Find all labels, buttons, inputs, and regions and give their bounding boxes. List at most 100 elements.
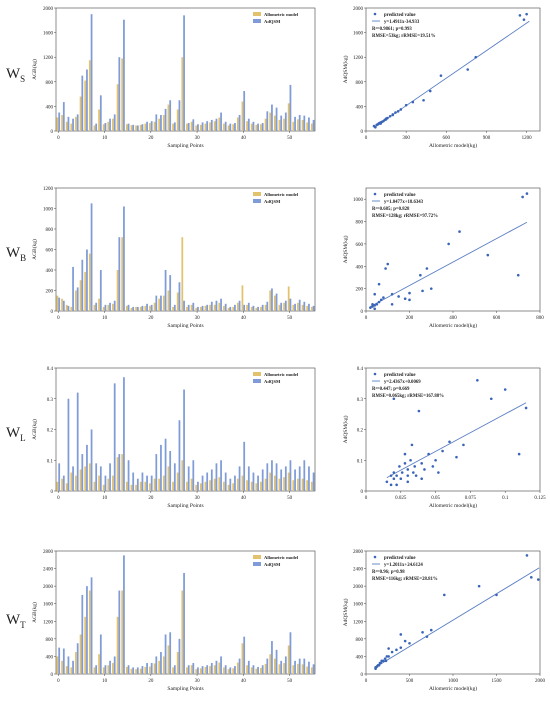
bar-allometric — [112, 475, 114, 491]
bar-allometric — [218, 302, 221, 311]
bar-allometric — [241, 101, 244, 131]
bar-allometric — [246, 665, 248, 674]
bar-allometric — [209, 304, 211, 311]
y-tick-label: 2000 — [353, 7, 364, 12]
bar-adqsm — [215, 660, 218, 674]
scatter-point — [489, 397, 493, 401]
scatter-point — [477, 584, 481, 588]
bar-allometric — [56, 481, 59, 491]
scatter-point — [503, 388, 507, 391]
stats-annotation: R²=0.685; p=0.828 — [372, 206, 410, 212]
bar-allometric — [223, 667, 225, 674]
y-tick-label: 2000 — [43, 7, 54, 12]
scatter-point — [422, 98, 425, 102]
bar-adqsm — [257, 475, 259, 491]
bar-allometric — [56, 117, 59, 131]
scatter-point — [423, 468, 426, 471]
bar-adqsm — [220, 298, 222, 311]
bar-allometric — [125, 305, 128, 311]
legend-label-allometric: Allometric model — [264, 192, 299, 197]
bar-adqsm — [99, 270, 102, 311]
bar-adqsm — [210, 119, 213, 131]
bar-allometric — [260, 306, 262, 311]
bar-adqsm — [118, 590, 121, 674]
bar-adqsm — [275, 463, 278, 491]
bar-allometric — [195, 669, 198, 674]
bar-allometric — [107, 121, 110, 131]
bar-adqsm — [99, 466, 102, 491]
bar-allometric — [112, 118, 114, 131]
bar-allometric — [144, 481, 147, 491]
scatter-point — [421, 630, 424, 634]
y-tick-label: 0.3 — [357, 398, 364, 403]
bar-adqsm — [210, 301, 213, 311]
scatter-point — [530, 576, 533, 579]
bar-allometric — [116, 84, 119, 131]
scatter-point — [525, 12, 528, 16]
y-axis-label: AdQSM(kg) — [342, 235, 349, 263]
plot-frame — [55, 187, 316, 312]
bar-allometric — [273, 115, 276, 131]
bar-allometric — [102, 667, 105, 674]
bar-adqsm — [197, 306, 199, 311]
bar-adqsm — [150, 304, 153, 311]
legend-point-marker — [373, 372, 377, 376]
bar-allometric — [121, 454, 124, 491]
x-tick-label: 50 — [287, 136, 293, 141]
bar-adqsm — [303, 115, 306, 131]
bar-adqsm — [127, 460, 130, 491]
y-tick-label: 0 — [51, 490, 54, 495]
bar-adqsm — [243, 636, 246, 674]
x-tick-label: 20 — [148, 316, 154, 321]
bar-adqsm — [261, 123, 264, 131]
bar-adqsm — [224, 472, 227, 491]
scatter-point — [389, 483, 393, 487]
bar-allometric — [255, 483, 258, 491]
bar-adqsm — [215, 300, 218, 311]
bar-adqsm — [192, 119, 195, 131]
bar-allometric — [181, 237, 184, 311]
bar-adqsm — [173, 665, 176, 674]
scatter-point — [447, 242, 450, 246]
bar-allometric — [98, 109, 100, 131]
y-tick-label: 800 — [356, 638, 364, 643]
bar-adqsm — [62, 475, 65, 491]
bar-allometric — [195, 307, 198, 311]
bar-adqsm — [132, 667, 135, 674]
bar-adqsm — [303, 301, 306, 311]
bar-adqsm — [312, 664, 315, 674]
bar-adqsm — [280, 115, 283, 131]
bar-adqsm — [312, 119, 315, 131]
bar-adqsm — [275, 107, 278, 131]
bar-allometric — [227, 669, 230, 674]
scatter-point — [419, 273, 422, 277]
bar-allometric — [283, 302, 285, 311]
bar-allometric — [65, 483, 68, 491]
y-tick-label: 0.1 — [47, 459, 54, 464]
bar-adqsm — [169, 100, 172, 131]
bar-adqsm — [238, 658, 241, 674]
x-tick-label: 0 — [365, 679, 368, 684]
bar-allometric — [269, 654, 272, 674]
x-tick-label: 20 — [148, 496, 154, 501]
y-tick-label: 800 — [46, 228, 54, 233]
bar-adqsm — [298, 115, 301, 131]
bar-adqsm — [206, 472, 209, 491]
bar-allometric — [218, 117, 221, 131]
bar-allometric — [181, 460, 184, 491]
scatter-point — [389, 474, 393, 477]
scatter-point — [495, 593, 498, 597]
x-tick-label: 10 — [102, 136, 108, 141]
bar-allometric — [125, 481, 128, 491]
bar-adqsm — [294, 660, 296, 674]
y-tick-label: 1200 — [353, 56, 364, 61]
stats-annotation: RMSE=53kg; rRMSE=19.51% — [372, 34, 436, 39]
scatter-point — [439, 74, 443, 77]
bar-adqsm — [271, 288, 273, 311]
bar-adqsm — [220, 460, 222, 491]
scatter-point — [395, 648, 398, 652]
bar-allometric — [61, 660, 63, 674]
bar-allometric — [56, 295, 59, 311]
bar-allometric — [297, 478, 299, 491]
legend-line-label: y=2.4367x+0.0069 — [384, 380, 421, 385]
